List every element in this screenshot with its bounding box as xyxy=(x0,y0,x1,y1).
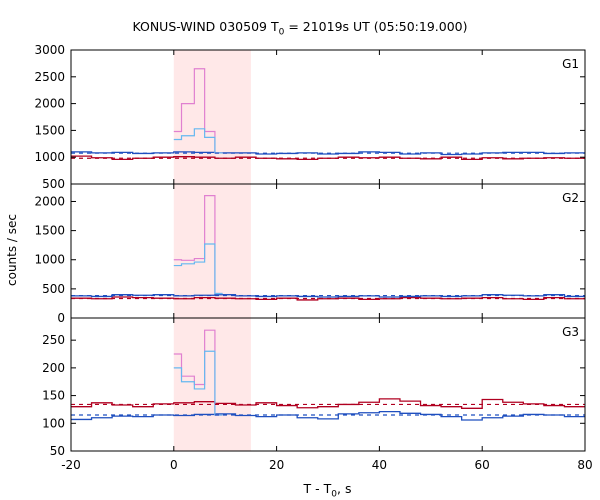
y-tick-label: 50 xyxy=(50,444,65,458)
y-tick-label: 2000 xyxy=(34,97,65,111)
x-tick-label: 0 xyxy=(170,458,178,472)
y-tick-label: 500 xyxy=(42,282,65,296)
highlight-region xyxy=(173,318,251,451)
series-red-background xyxy=(71,398,585,409)
y-tick-label: 1000 xyxy=(34,150,65,164)
chart-title: KONUS-WIND 030509 T0 = 21019s UT (05:50:… xyxy=(132,19,468,38)
y-tick-label: 1500 xyxy=(34,123,65,137)
x-tick-label: 20 xyxy=(269,458,284,472)
y-tick-label: 100 xyxy=(42,416,65,430)
panel-frame xyxy=(70,317,586,452)
highlight-region xyxy=(173,50,251,184)
panel-label: G1 xyxy=(562,57,579,71)
x-tick-label: -20 xyxy=(61,458,81,472)
series-cyan-burst xyxy=(173,350,223,416)
y-axis-label: counts / sec xyxy=(5,214,19,286)
y-tick-label: 200 xyxy=(42,361,65,375)
panel-frame xyxy=(70,49,586,185)
y-tick-label: 500 xyxy=(42,177,65,191)
panel-label: G2 xyxy=(562,191,579,205)
y-tick-label: 3000 xyxy=(34,43,65,57)
y-tick-label: 0 xyxy=(57,311,65,325)
series-cyan-burst xyxy=(173,128,223,154)
y-tick-label: 250 xyxy=(42,333,65,347)
x-axis-label: T - T0, s xyxy=(303,481,352,500)
x-tick-label: 80 xyxy=(577,458,592,472)
y-tick-label: 2000 xyxy=(34,194,65,208)
series-cyan-burst xyxy=(173,243,223,295)
panel-label: G3 xyxy=(562,325,579,339)
y-tick-label: 1500 xyxy=(34,224,65,238)
x-tick-label: 60 xyxy=(475,458,490,472)
y-tick-label: 1000 xyxy=(34,253,65,267)
y-tick-label: 2500 xyxy=(34,70,65,84)
y-tick-label: 150 xyxy=(42,389,65,403)
series-blue-background xyxy=(71,411,585,421)
x-tick-label: 40 xyxy=(372,458,387,472)
series-blue-background xyxy=(71,294,585,298)
